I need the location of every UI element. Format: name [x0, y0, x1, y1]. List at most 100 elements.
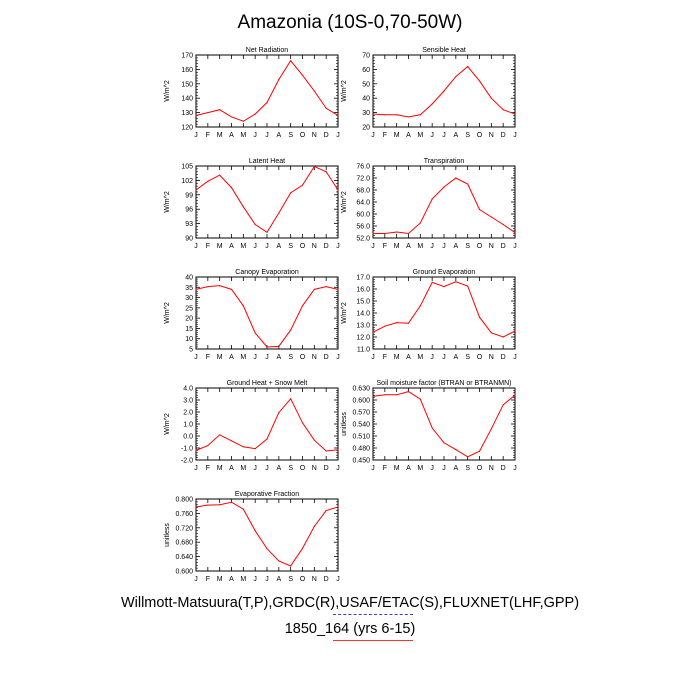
panel-ground-evaporation: Ground Evaporation W/m^2 11.0 12.0 13.0 14.0 1… — [341, 269, 517, 361]
data-point — [396, 114, 398, 116]
x-tick-label: J — [253, 132, 257, 139]
x-tick-label: J — [253, 354, 257, 361]
panel-soil-moisture-factor: Soil moisture factor (BTRAN or BTRANMN) u… — [341, 380, 517, 472]
x-tick-label: S — [465, 243, 470, 250]
x-tick-label: M — [394, 132, 400, 139]
data-point — [278, 560, 280, 562]
data-point — [290, 565, 292, 567]
x-tick-label: O — [300, 354, 306, 361]
footer-case-name: 1850_164 (yrs 6-15) — [284, 621, 416, 637]
data-point — [407, 322, 410, 324]
x-tick-label: N — [312, 132, 317, 139]
panel-transpiration: Transpiration W/m^2 52.0 56.0 60.0 64.0 68.0 72… — [341, 158, 517, 250]
x-tick-label: J — [442, 465, 446, 472]
data-point — [230, 288, 233, 290]
x-tick-label: A — [276, 354, 281, 361]
panel-title: Latent Heat — [249, 158, 285, 165]
data-point — [254, 223, 256, 226]
data-point — [313, 165, 315, 168]
x-tick-label: M — [217, 132, 223, 139]
y-tick-label: 150 — [181, 81, 193, 88]
y-axis-label: W/m^2 — [341, 80, 348, 102]
data-point — [301, 184, 304, 186]
data-point — [419, 114, 421, 116]
y-tick-label: 15 — [185, 326, 193, 333]
panel-title: Sensible Heat — [422, 47, 466, 54]
legend-obs-dash-line — [333, 614, 413, 615]
data-point — [242, 446, 244, 448]
data-point — [266, 548, 268, 550]
y-tick-label: 10 — [185, 336, 193, 343]
x-tick-label: N — [489, 465, 494, 472]
data-point — [301, 74, 304, 76]
x-tick-label: J — [371, 243, 375, 250]
y-tick-label: 0.640 — [175, 554, 193, 561]
data-point — [478, 80, 481, 82]
y-tick-label: 90 — [185, 236, 193, 243]
data-point — [467, 285, 469, 287]
y-tick-label: 13.0 — [356, 323, 370, 330]
data-point — [230, 440, 233, 442]
data-point — [278, 212, 280, 214]
plot-frame — [372, 276, 516, 350]
plot-frame — [372, 165, 516, 239]
x-tick-label: A — [406, 243, 411, 250]
x-tick-label: J — [371, 354, 375, 361]
data-point — [396, 231, 398, 233]
x-tick-label: J — [265, 243, 269, 250]
y-tick-label: 4.0 — [183, 386, 193, 393]
x-tick-label: A — [229, 576, 234, 583]
y-tick-label: 0.800 — [175, 497, 193, 504]
data-point — [325, 286, 327, 288]
x-tick-label: M — [417, 354, 423, 361]
y-tick-label: 12.0 — [356, 335, 370, 342]
x-tick-label: N — [489, 354, 494, 361]
data-point — [290, 60, 292, 62]
data-point — [219, 434, 221, 436]
y-tick-label: 56.0 — [356, 224, 370, 231]
data-point — [207, 286, 209, 288]
data-point — [372, 113, 374, 115]
data-point — [443, 286, 445, 288]
x-tick-label: O — [477, 354, 483, 361]
y-tick-label: 105 — [181, 164, 193, 171]
y-tick-label: 20 — [185, 316, 193, 323]
y-tick-label: 0.450 — [352, 458, 370, 465]
x-tick-label: D — [324, 465, 329, 472]
series-line — [372, 281, 516, 338]
data-point — [502, 109, 504, 111]
data-point — [230, 116, 233, 118]
x-tick-label: M — [217, 465, 223, 472]
x-tick-label: J — [253, 243, 257, 250]
data-point — [490, 332, 492, 334]
data-point — [278, 345, 280, 347]
x-tick-label: J — [194, 465, 198, 472]
x-tick-label: O — [300, 576, 306, 583]
data-point — [266, 438, 268, 440]
x-tick-label: M — [217, 243, 223, 250]
data-point — [230, 501, 233, 503]
footer-observations-source: Willmott-Matsuura(T,P),GRDC(R),USAF/ETAC… — [120, 595, 580, 611]
x-tick-label: S — [288, 132, 293, 139]
data-point — [502, 336, 504, 338]
x-tick-label: S — [288, 243, 293, 250]
y-tick-label: 14.0 — [356, 311, 370, 318]
data-point — [325, 509, 327, 512]
x-tick-label: J — [513, 354, 517, 361]
data-point — [478, 208, 481, 211]
x-tick-label: O — [300, 465, 306, 472]
x-tick-label: F — [206, 354, 210, 361]
panel-title: Ground Evaporation — [413, 269, 476, 276]
x-tick-label: A — [276, 465, 281, 472]
data-point — [313, 90, 315, 92]
x-tick-label: M — [240, 354, 246, 361]
y-tick-label: 20 — [362, 125, 370, 132]
y-tick-label: 93 — [185, 221, 193, 228]
data-point — [372, 331, 374, 333]
data-point — [384, 232, 386, 235]
data-point — [266, 346, 268, 348]
x-tick-label: F — [206, 465, 210, 472]
data-point — [431, 427, 433, 429]
y-tick-label: 120 — [181, 125, 193, 132]
